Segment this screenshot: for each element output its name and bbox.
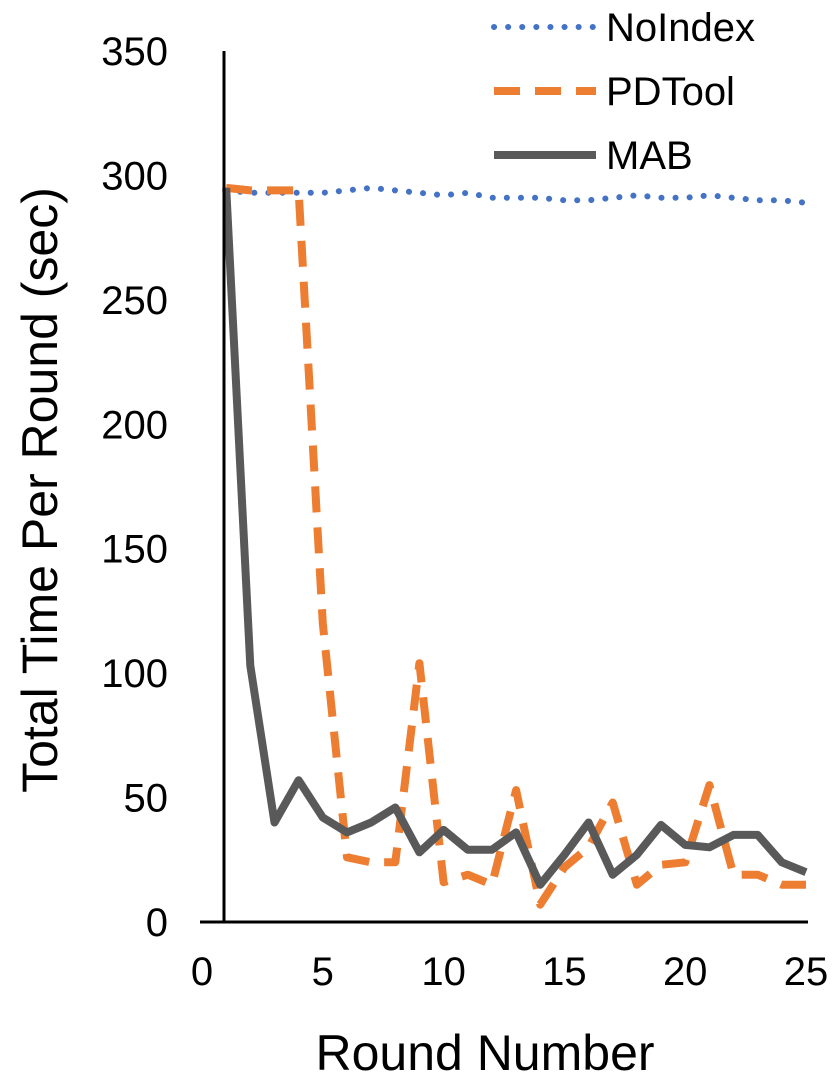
y-tick-label: 0 <box>146 901 168 945</box>
y-tick-label: 300 <box>101 154 168 198</box>
x-tick-labels: 0 5 10 15 20 25 <box>191 950 828 994</box>
legend: NoIndex PDTool MAB <box>491 6 755 178</box>
x-axis-title: Round Number <box>315 1025 654 1081</box>
x-tick-label: 25 <box>784 950 829 994</box>
legend-label-noindex: NoIndex <box>606 6 755 50</box>
x-tick-label: 10 <box>421 950 466 994</box>
y-axis-title: Total Time Per Round (sec) <box>12 187 68 793</box>
legend-label-mab: MAB <box>606 134 693 178</box>
x-tick-label: 0 <box>191 950 213 994</box>
series-line-mab <box>222 187 808 889</box>
x-tick-label: 20 <box>663 950 708 994</box>
x-tick-label: 15 <box>542 950 587 994</box>
y-tick-label: 200 <box>101 403 168 447</box>
y-tick-labels: 0 50 100 150 200 250 300 350 <box>101 30 168 945</box>
y-tick-label: 250 <box>101 279 168 323</box>
y-tick-label: 50 <box>124 777 169 821</box>
legend-label-pdtool: PDTool <box>606 70 735 114</box>
series-layer <box>222 183 809 909</box>
y-tick-label: 100 <box>101 652 168 696</box>
y-tick-label: 150 <box>101 528 168 572</box>
axes <box>200 51 808 924</box>
series-line-pdtool <box>225 183 806 909</box>
y-tick-label: 350 <box>101 30 168 74</box>
x-tick-label: 5 <box>312 950 334 994</box>
series-line-noindex <box>223 184 809 206</box>
